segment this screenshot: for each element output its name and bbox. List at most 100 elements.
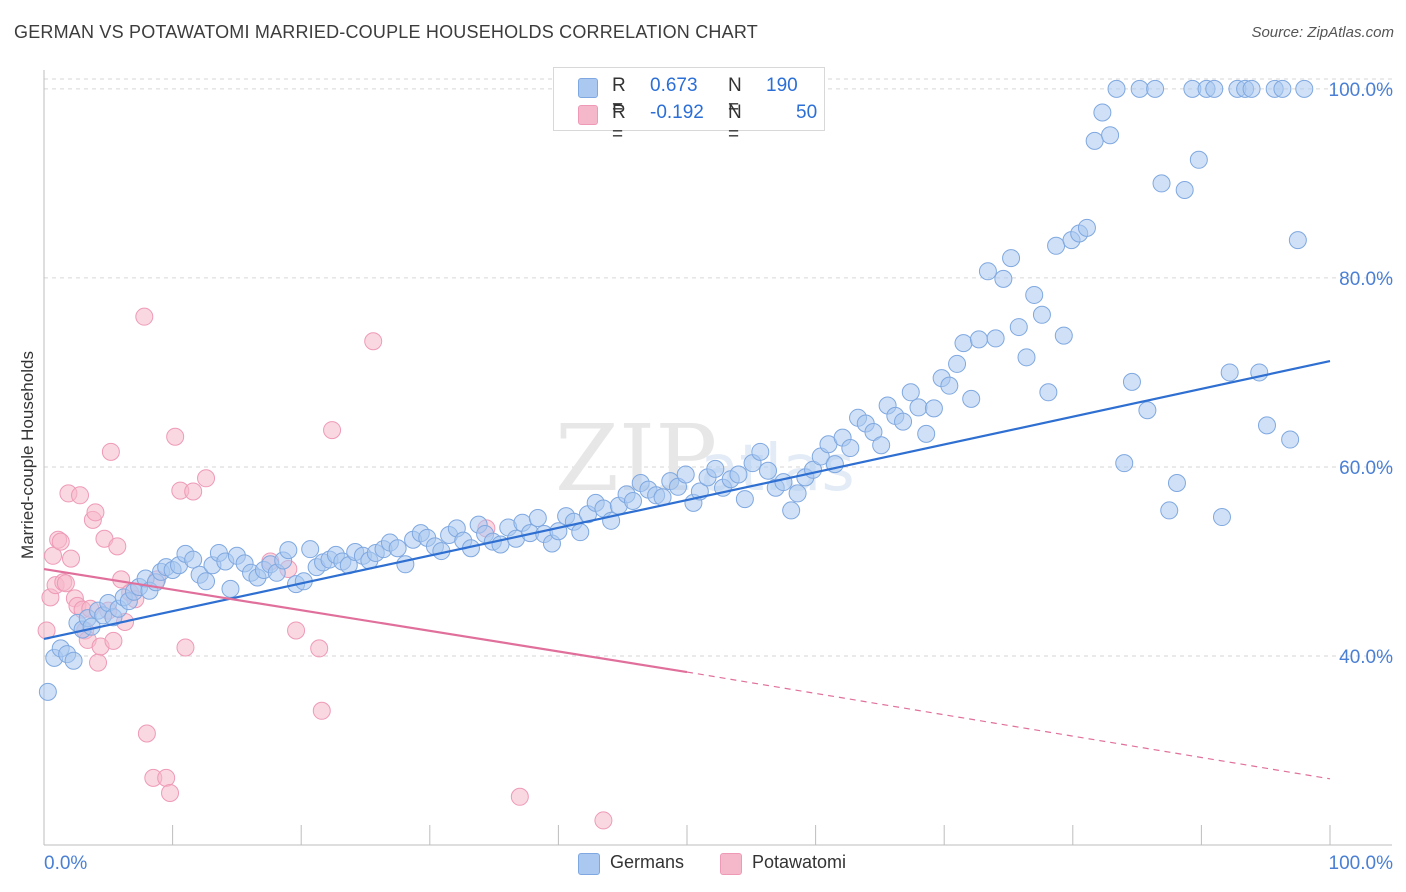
y-tick-label: 40.0% bbox=[1339, 647, 1393, 668]
germans-point bbox=[978, 262, 997, 281]
germans-point bbox=[1122, 372, 1141, 391]
germans-point bbox=[1017, 348, 1036, 367]
germans-point bbox=[1093, 103, 1112, 122]
potawatomi-point bbox=[101, 442, 120, 461]
germans-point bbox=[901, 383, 920, 402]
germans-point bbox=[1002, 249, 1021, 268]
potawatomi-point bbox=[104, 631, 123, 650]
germans-point bbox=[571, 523, 590, 542]
potawatomi-point bbox=[510, 787, 529, 806]
potawatomi-point bbox=[62, 549, 81, 568]
germans-point bbox=[1295, 79, 1314, 98]
potawatomi-point bbox=[51, 532, 70, 551]
potawatomi-point bbox=[56, 574, 75, 593]
germans-point bbox=[948, 354, 967, 373]
germans-point bbox=[774, 473, 793, 492]
potawatomi-point bbox=[137, 724, 156, 743]
germans-point bbox=[1077, 218, 1096, 237]
legend-r-value: -0.192 bbox=[650, 102, 704, 123]
germans-point bbox=[1288, 231, 1307, 250]
legend-r-value: 0.673 bbox=[650, 75, 698, 96]
germans-point bbox=[549, 522, 568, 541]
germans-point bbox=[788, 484, 807, 503]
legend-r-label: R = bbox=[612, 102, 626, 145]
germans-trend-line bbox=[43, 360, 1331, 641]
germans-point bbox=[729, 465, 748, 484]
legend-n-value: 50 bbox=[796, 102, 818, 123]
germans-point bbox=[1242, 79, 1261, 98]
germans-point bbox=[706, 459, 725, 478]
germans-point bbox=[396, 555, 415, 574]
germans-point bbox=[1107, 79, 1126, 98]
potawatomi-point bbox=[197, 469, 216, 488]
germans-point bbox=[969, 330, 988, 349]
germans-point bbox=[184, 550, 203, 569]
y-tick-label: 60.0% bbox=[1339, 458, 1393, 479]
legend-n-value: 190 bbox=[766, 75, 798, 96]
x-tick-label-start: 0.0% bbox=[44, 853, 87, 874]
germans-point bbox=[676, 465, 695, 484]
legend-n-label: N = bbox=[728, 75, 742, 118]
germans-point bbox=[1138, 401, 1157, 420]
legend-swatch-potawatomi bbox=[578, 105, 598, 125]
potawatomi-point bbox=[312, 701, 331, 720]
chart-title: GERMAN VS POTAWATOMI MARRIED-COUPLE HOUS… bbox=[14, 22, 758, 42]
germans-point bbox=[1212, 508, 1231, 527]
germans-point bbox=[751, 442, 770, 461]
potawatomi-point bbox=[364, 332, 383, 351]
germans-point bbox=[1205, 79, 1224, 98]
germans-point bbox=[841, 439, 860, 458]
germans-point bbox=[1220, 363, 1239, 382]
y-tick-label: 80.0% bbox=[1339, 269, 1393, 290]
potawatomi-point bbox=[166, 427, 185, 446]
potawatomi-point bbox=[157, 768, 176, 787]
potawatomi-point bbox=[86, 503, 105, 522]
potawatomi-point bbox=[135, 307, 154, 326]
germans-point bbox=[64, 651, 83, 670]
germans-point bbox=[1257, 416, 1276, 435]
potawatomi-point bbox=[71, 486, 90, 505]
series-swatch-germans bbox=[578, 853, 600, 875]
potawatomi-point bbox=[108, 537, 127, 556]
potawatomi-point bbox=[287, 621, 306, 640]
potawatomi-point bbox=[310, 639, 329, 658]
y-axis-label: Married-couple Households bbox=[18, 351, 37, 559]
potawatomi-trend-extension bbox=[686, 671, 1331, 780]
germans-point bbox=[1167, 474, 1186, 493]
potawatomi-point bbox=[176, 638, 195, 657]
potawatomi-point bbox=[44, 546, 63, 565]
source-label: Source: ZipAtlas.com bbox=[1251, 24, 1394, 41]
potawatomi-point bbox=[89, 653, 108, 672]
germans-point bbox=[986, 329, 1005, 348]
germans-point bbox=[1160, 501, 1179, 520]
germans-point bbox=[1115, 454, 1134, 473]
potawatomi-trend-line bbox=[43, 567, 688, 674]
germans-point bbox=[994, 269, 1013, 288]
germans-point bbox=[1146, 79, 1165, 98]
germans-point bbox=[1189, 150, 1208, 169]
potawatomi-point bbox=[323, 421, 342, 440]
germans-point bbox=[909, 398, 928, 417]
germans-point bbox=[1152, 174, 1171, 193]
germans-point bbox=[1032, 305, 1051, 324]
germans-points bbox=[38, 79, 1314, 701]
germans-point bbox=[940, 376, 959, 395]
germans-point bbox=[962, 389, 981, 408]
germans-point bbox=[917, 424, 936, 443]
germans-point bbox=[301, 540, 320, 559]
germans-point bbox=[782, 501, 801, 520]
germans-point bbox=[279, 541, 298, 560]
series-swatch-potawatomi bbox=[720, 853, 742, 875]
germans-point bbox=[1009, 318, 1028, 337]
germans-point bbox=[388, 539, 407, 558]
germans-point bbox=[197, 572, 216, 591]
germans-point bbox=[1025, 285, 1044, 304]
germans-point bbox=[924, 399, 943, 418]
correlation-legend: R = 0.673 N = 190 R = -0.192 N = 50 bbox=[553, 67, 825, 145]
germans-point bbox=[1047, 236, 1066, 255]
germans-point bbox=[1273, 79, 1292, 98]
x-tick-label-end: 100.0% bbox=[1329, 853, 1394, 874]
germans-point bbox=[221, 579, 240, 598]
germans-point bbox=[864, 422, 883, 441]
